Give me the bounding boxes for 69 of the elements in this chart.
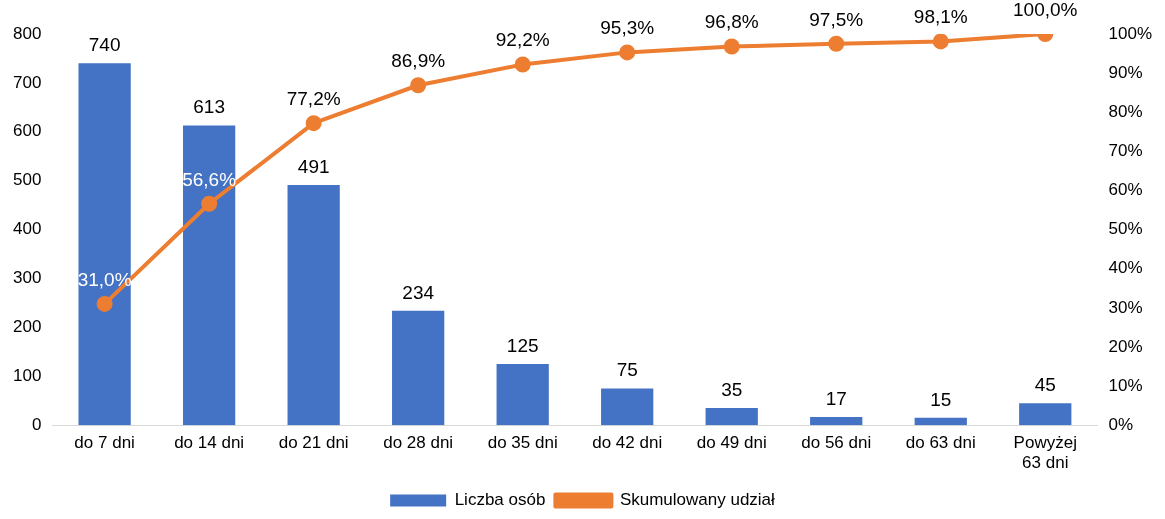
data-label: 100,0% (1013, 0, 1078, 20)
y-tick-label: 0 (31, 414, 42, 434)
point (96, 295, 113, 312)
bar (1019, 403, 1072, 426)
data-label: 86,9% (391, 49, 446, 71)
y-tick-label: 200 (12, 317, 42, 337)
bar (705, 408, 758, 426)
data-label: 234 (402, 281, 435, 303)
x-tick-label: Powyżej 63 dni (1013, 433, 1077, 473)
data-label: 77,2% (286, 87, 341, 109)
data-label: 95,3% (600, 17, 655, 39)
bar (183, 125, 236, 426)
point (619, 44, 636, 61)
bar (78, 63, 131, 426)
data-label: 740 (88, 34, 121, 56)
point (305, 115, 322, 132)
y2-tick-label: 40% (1108, 258, 1143, 278)
y2-tick-label: 20% (1108, 336, 1143, 356)
point (201, 195, 218, 212)
y-tick-label: 400 (12, 219, 42, 239)
x-tick-label: do 14 dni (174, 433, 245, 453)
x-tick-label: do 28 dni (383, 433, 454, 453)
x-tick-label: do 56 dni (801, 433, 872, 453)
y-tick-label: 600 (12, 121, 42, 141)
point (723, 38, 740, 55)
y-tick-label: 800 (12, 23, 42, 43)
legend-label: Liczba osób (454, 490, 546, 510)
data-label: 97,5% (809, 8, 864, 30)
data-label: 491 (297, 155, 330, 177)
y2-tick-label: 10% (1108, 375, 1143, 395)
data-label: 98,1% (913, 6, 968, 28)
y-tick-label: 700 (12, 72, 42, 92)
data-label: 45 (1034, 373, 1056, 395)
point (410, 77, 427, 94)
y-tick-label: 500 (12, 170, 42, 190)
x-tick-label: do 49 dni (696, 433, 767, 453)
point (514, 56, 531, 73)
data-label: 35 (721, 378, 743, 400)
point (828, 35, 845, 52)
data-label: 96,8% (704, 11, 759, 33)
bar (914, 417, 967, 426)
x-tick-label: do 7 dni (74, 433, 135, 453)
y2-tick-label: 0% (1108, 414, 1134, 434)
bar (392, 310, 445, 426)
bar (287, 185, 340, 426)
bar (496, 364, 549, 426)
y2-tick-label: 100% (1108, 23, 1152, 43)
bar (601, 388, 654, 426)
y2-tick-label: 70% (1108, 141, 1143, 161)
bar (810, 416, 863, 426)
data-label: 125 (506, 334, 539, 356)
point (932, 34, 949, 50)
data-label: 15 (930, 388, 952, 410)
data-label: 17 (825, 387, 847, 409)
y2-tick-label: 80% (1108, 101, 1143, 121)
y-tick-label: 100 (12, 365, 42, 385)
y2-tick-label: 50% (1108, 219, 1143, 239)
data-label: 92,2% (495, 29, 550, 51)
x-tick-label: do 35 dni (487, 433, 558, 453)
y2-tick-label: 90% (1108, 62, 1143, 82)
y-tick-label: 300 (12, 268, 42, 288)
y2-tick-label: 60% (1108, 180, 1143, 200)
x-tick-label: do 21 dni (278, 433, 349, 453)
data-label: 613 (193, 96, 225, 118)
y2-tick-label: 30% (1108, 297, 1143, 317)
data-label: 75 (616, 359, 638, 381)
x-tick-label: do 63 dni (905, 433, 976, 453)
legend-label: Skumulowany udział (619, 490, 776, 510)
x-tick-label: do 42 dni (592, 433, 663, 453)
